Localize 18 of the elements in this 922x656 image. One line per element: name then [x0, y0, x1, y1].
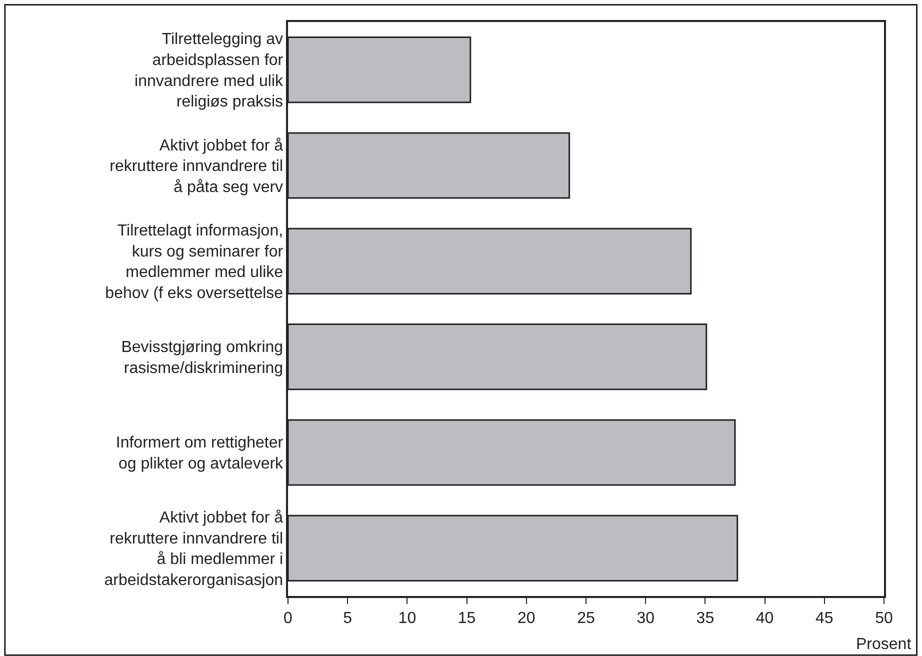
x-tick-label: 45 [816, 610, 834, 627]
x-tick-label: 15 [458, 610, 476, 627]
x-tick-label: 50 [875, 610, 893, 627]
x-tick-label: 35 [696, 610, 714, 627]
x-tick-label: 20 [518, 610, 536, 627]
x-tick-label: 5 [343, 610, 352, 627]
y-tick-label: Tilrettelegging av arbeidsplassen for innvandrere med ulik religiøs praksis [134, 31, 284, 111]
x-tick-label: 40 [756, 610, 774, 627]
x-tick-label: 10 [398, 610, 416, 627]
x-tick-label: 0 [284, 610, 293, 627]
y-tick-label: Aktivt jobbet for å rekruttere innvandrere til å bli medlemmer i arbeidstakerorganisasjon [104, 510, 284, 589]
y-tick-label: Bevisstgjøring omkring rasisme/diskriminering [121, 339, 284, 377]
x-axis-title: Prosent [856, 636, 912, 653]
y-tick-label: Tilrettelagt informasjon, kurs og seminarer for medlemmer med ulike behov (f eks oversettelse [105, 222, 284, 302]
x-tick-label: 30 [636, 610, 655, 627]
y-tick-label: Informert om rettigheter og plikter og avtaleverk [116, 434, 284, 472]
x-tick-label: 25 [577, 610, 595, 627]
y-tick-label: Aktivt jobbet for å rekruttere innvandrere til å påta seg verv [110, 137, 284, 196]
